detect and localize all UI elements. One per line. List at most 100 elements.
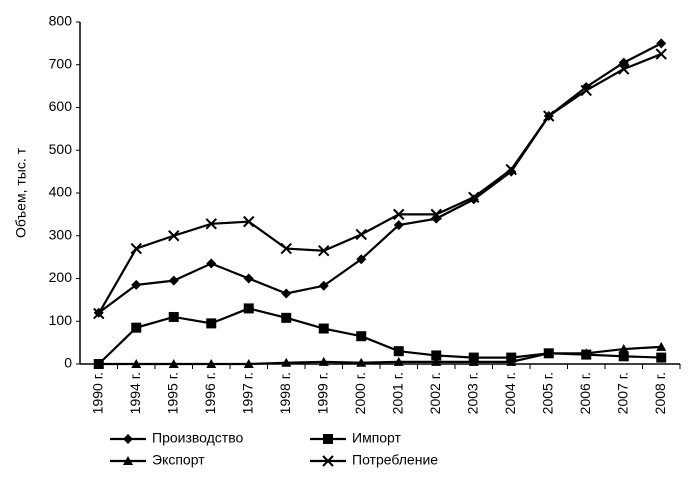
point [281, 312, 292, 323]
x-tick-label: 2001 г. [389, 372, 405, 414]
y-tick-label: 200 [49, 269, 73, 285]
point [206, 318, 217, 329]
point [618, 63, 630, 75]
legend-marker [123, 456, 133, 465]
legend-label: Производство [152, 430, 243, 446]
y-tick-label: 700 [49, 55, 73, 71]
point [656, 341, 667, 351]
point [168, 230, 180, 242]
point [168, 275, 179, 286]
series [93, 38, 667, 318]
point [506, 166, 517, 177]
point [655, 48, 667, 60]
point [468, 194, 479, 205]
point [431, 356, 442, 366]
y-tick-label: 600 [49, 98, 73, 114]
point [130, 242, 142, 255]
point [618, 57, 629, 68]
point [356, 254, 367, 265]
point [168, 359, 179, 368]
point [656, 352, 667, 363]
legend-label: Потребление [352, 452, 438, 468]
point [581, 348, 592, 358]
point [243, 273, 254, 284]
x-tick-label: 1996 г. [202, 372, 218, 414]
line [98, 42, 662, 314]
point [243, 215, 255, 228]
series [93, 48, 667, 320]
point [356, 331, 367, 342]
x-tick-label: 2008 г. [652, 372, 668, 414]
point [318, 245, 330, 257]
point [580, 84, 592, 97]
point [356, 357, 367, 367]
y-tick-label: 400 [49, 184, 73, 200]
point [543, 110, 555, 122]
point [243, 303, 254, 314]
line [98, 345, 662, 366]
point [318, 280, 329, 291]
point [206, 258, 217, 269]
point [93, 359, 104, 368]
point [393, 208, 405, 221]
line [97, 307, 662, 365]
point [506, 356, 517, 366]
point [205, 218, 217, 230]
point [543, 348, 554, 358]
y-axis-label: Объем, тыс. т [13, 147, 29, 238]
line [97, 53, 662, 315]
point [318, 356, 329, 366]
point [618, 344, 629, 354]
legend-item: Импорт [310, 430, 402, 446]
legend-marker [322, 455, 334, 467]
series [93, 303, 667, 369]
point [355, 228, 367, 241]
x-tick-label: 2003 г. [464, 372, 480, 414]
x-tick-label: 1995 г. [164, 372, 180, 414]
x-tick-label: 1999 г. [314, 372, 330, 414]
legend-label: Экспорт [152, 452, 205, 468]
legend-marker [323, 434, 333, 444]
point [393, 220, 404, 231]
point [468, 191, 480, 203]
x-tick-label: 1997 г. [239, 372, 255, 414]
legend-marker [123, 434, 133, 444]
x-tick-label: 1998 г. [277, 372, 293, 414]
point [131, 359, 142, 368]
series [93, 341, 667, 368]
point [430, 208, 442, 221]
x-tick-label: 1994 г. [127, 372, 143, 414]
point [131, 279, 142, 290]
y-tick-label: 500 [49, 141, 73, 157]
point [280, 242, 292, 255]
point [93, 307, 105, 320]
point [168, 311, 179, 322]
point [656, 38, 667, 49]
x-tick-label: 2004 г. [502, 372, 518, 414]
point [206, 359, 217, 368]
point [393, 346, 404, 357]
x-tick-label: 2000 г. [352, 372, 368, 414]
point [318, 323, 329, 334]
point [618, 351, 629, 362]
point [281, 357, 292, 367]
point [131, 322, 142, 333]
legend-item: Экспорт [110, 452, 205, 468]
x-tick-label: 2002 г. [427, 372, 443, 414]
y-tick-label: 100 [49, 312, 73, 328]
point [281, 288, 292, 299]
x-tick-label: 2007 г. [614, 372, 630, 414]
point [505, 163, 517, 176]
x-tick-label: 2006 г. [577, 372, 593, 414]
point [243, 359, 254, 368]
point [393, 356, 404, 366]
point [431, 350, 442, 361]
y-tick-label: 0 [64, 355, 72, 371]
legend-item: Потребление [310, 452, 438, 468]
legend-item: Производство [110, 430, 243, 446]
legend-label: Импорт [352, 430, 402, 446]
y-tick-label: 800 [49, 13, 73, 29]
x-tick-label: 2005 г. [539, 372, 555, 414]
x-tick-label: 1990 г. [89, 372, 105, 414]
